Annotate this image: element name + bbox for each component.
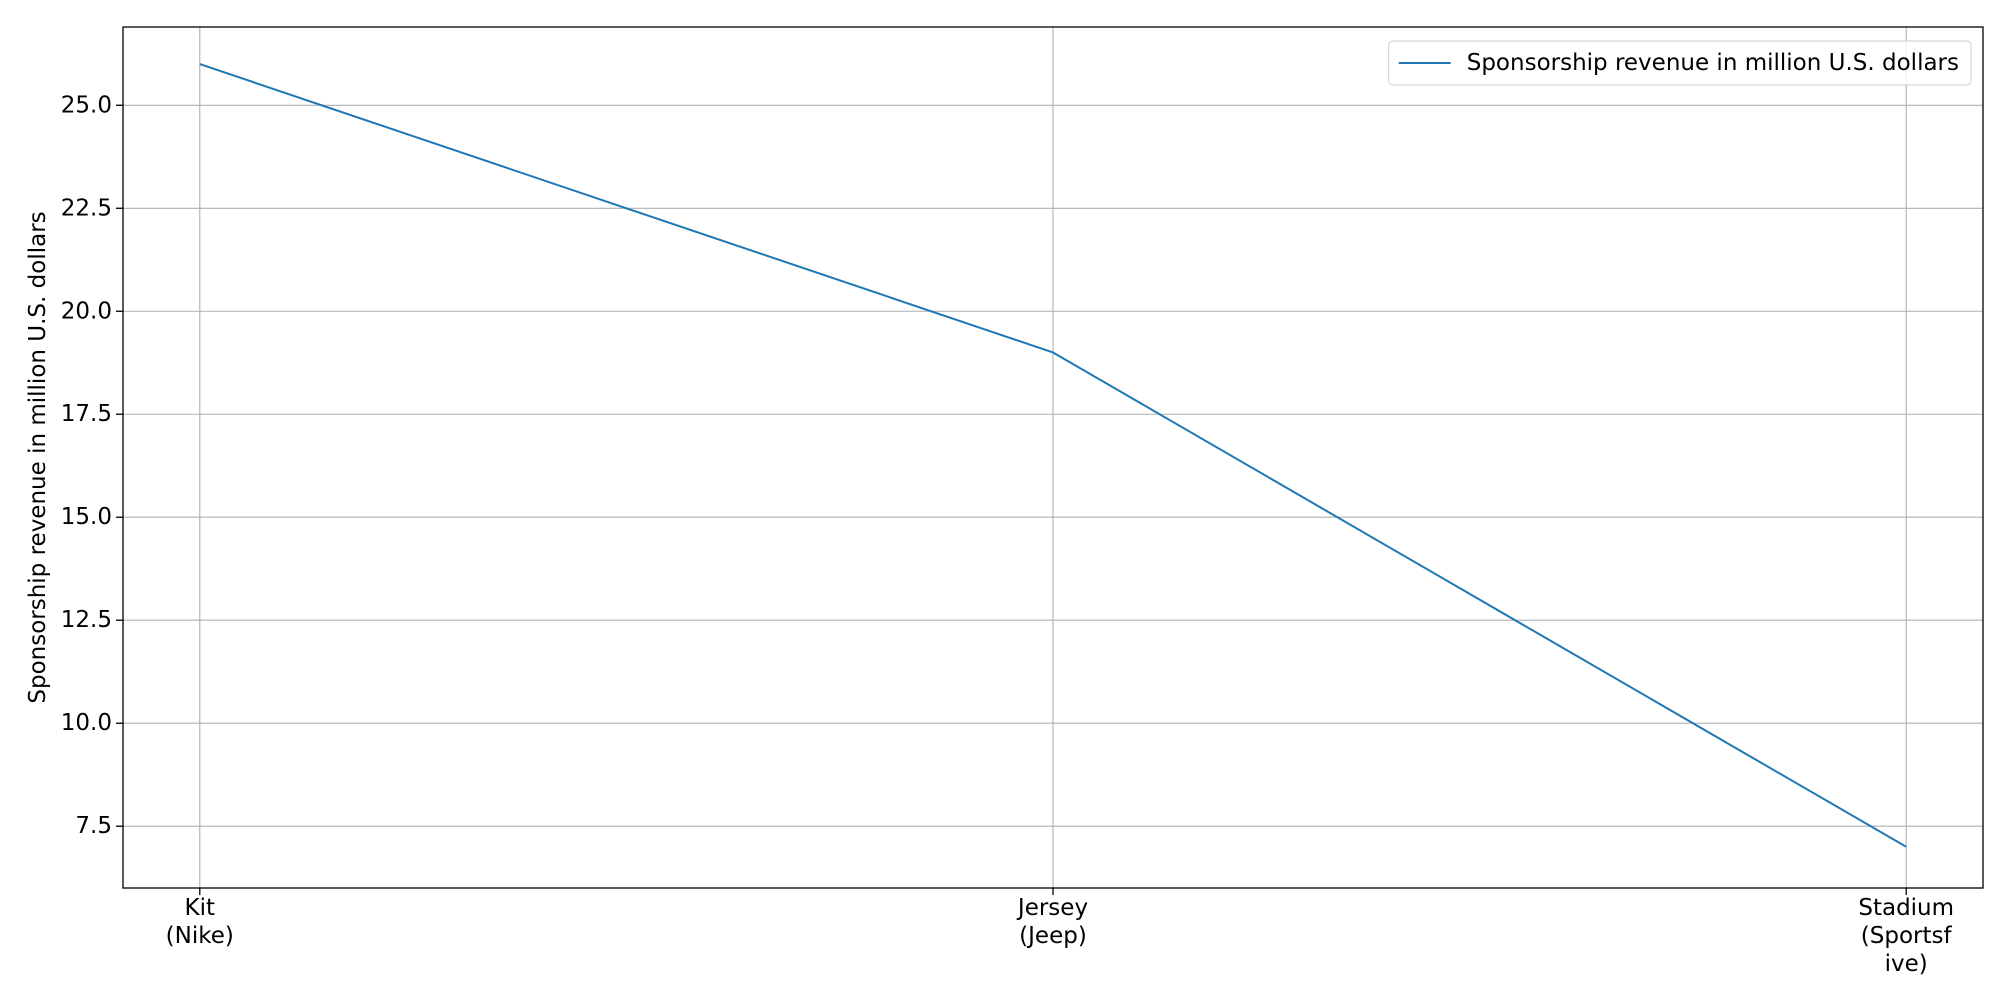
y-tick-label-4: 17.5 [61, 401, 112, 427]
y-tick-label-7: 25.0 [61, 92, 112, 118]
x-tick-label-2: Stadium (Sportsf ive) [1858, 895, 1954, 977]
legend: Sponsorship revenue in million U.S. doll… [1388, 40, 1972, 86]
x-tick-label-2-line-2: ive) [1885, 951, 1928, 977]
series-line-0 [199, 63, 1907, 848]
legend-label-series-0: Sponsorship revenue in million U.S. doll… [1467, 50, 1959, 76]
grid-lines [123, 27, 1983, 888]
x-tick-label-2-line-0: Stadium [1858, 895, 1954, 921]
y-tick-label-0: 7.5 [75, 813, 112, 839]
x-tick-label-1-line-0: Jersey [1016, 895, 1088, 921]
x-tick-label-1: Jersey (Jeep) [1016, 895, 1088, 949]
y-tick-label-1: 10.0 [61, 710, 112, 736]
x-tick-label-1-line-1: (Jeep) [1019, 923, 1087, 949]
x-tick-label-2-line-1: (Sportsf [1861, 923, 1953, 949]
y-tick-label-3: 15.0 [61, 504, 112, 530]
x-tick-label-0: Kit (Nike) [166, 895, 234, 949]
y-tick-label-5: 20.0 [61, 298, 112, 324]
x-tick-label-0-line-0: Kit [185, 895, 216, 921]
x-axis-ticks: Kit (Nike) Jersey (Jeep) Stadium (Sportsf ive) [166, 888, 1954, 977]
y-tick-label-2: 12.5 [61, 607, 112, 633]
y-axis-ticks: 7.5 10.0 12.5 15.0 17.5 20.0 22.5 25.0 [61, 92, 123, 839]
y-tick-label-6: 22.5 [61, 195, 112, 221]
legend-box [1388, 40, 1972, 86]
x-tick-label-0-line-1: (Nike) [166, 923, 234, 949]
y-axis-title: Sponsorship revenue in million U.S. doll… [25, 211, 51, 703]
series-lines [199, 63, 1907, 848]
